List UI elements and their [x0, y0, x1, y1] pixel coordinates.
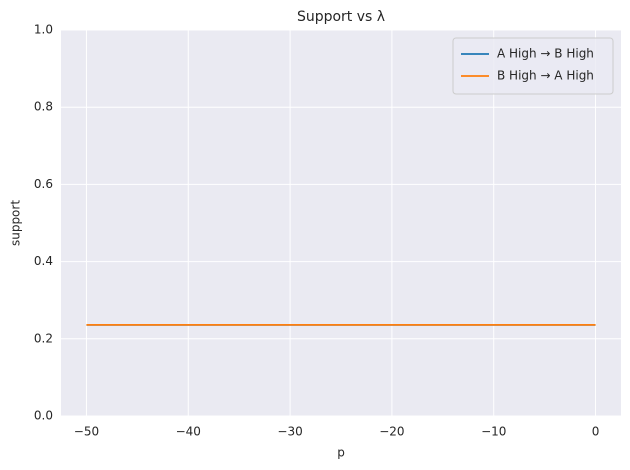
y-tick-label: 0.4 [34, 254, 53, 268]
y-tick-label: 0.6 [34, 177, 53, 191]
x-tick-label: −10 [481, 425, 506, 439]
x-tick-label: −20 [379, 425, 404, 439]
y-tick-label: 1.0 [34, 23, 53, 37]
y-tick-label: 0.2 [34, 331, 53, 345]
x-tick-label: 0 [592, 425, 600, 439]
legend-label: B High → A High [497, 69, 594, 83]
x-axis-label: p [337, 446, 345, 460]
chart-title: Support vs λ [297, 9, 385, 25]
y-axis-label: support [9, 200, 23, 246]
y-tick-label: 0.8 [34, 100, 53, 114]
legend-label: A High → B High [497, 47, 594, 61]
legend-box [452, 37, 614, 95]
x-tick-label: −50 [74, 425, 99, 439]
y-tick-label: 0.0 [34, 409, 53, 423]
x-tick-label: −40 [176, 425, 201, 439]
x-tick-label: −30 [277, 425, 302, 439]
legend: A High → B High B High → A High [452, 37, 614, 95]
